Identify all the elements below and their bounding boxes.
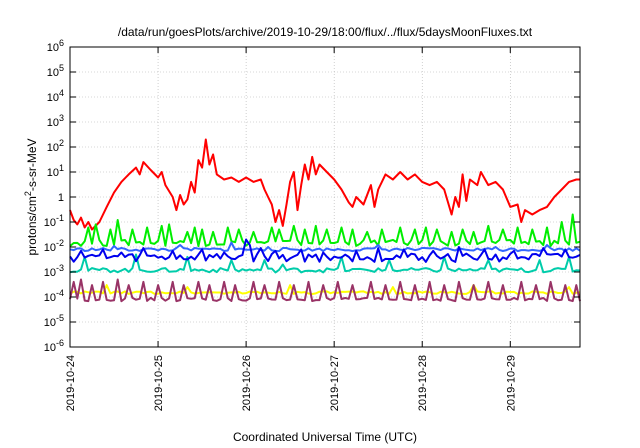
- y-tick-label: 101: [47, 163, 64, 179]
- y-tick-label: 106: [47, 38, 64, 54]
- data-series: [69, 138, 581, 303]
- y-tick-label: 10-5: [44, 313, 64, 329]
- x-tick-label: 2019-10-24: [65, 355, 77, 411]
- y-tick-label-exponent: 1: [59, 163, 64, 173]
- y-axis-label-rest: -s-sr-MeV: [25, 138, 39, 191]
- series-line-3: [69, 241, 581, 253]
- y-tick-label-exponent: 4: [59, 88, 64, 98]
- x-tick-label: 2019-10-25: [153, 355, 165, 411]
- y-tick-label-base: 10: [44, 217, 56, 229]
- series-line-1: [69, 138, 580, 231]
- x-tick-label: 2019-10-28: [417, 355, 429, 411]
- series-line-2: [69, 213, 581, 248]
- y-tick-label: 103: [47, 113, 64, 129]
- y-tick-label: 105: [47, 63, 64, 79]
- y-tick-label: 10-1: [44, 213, 64, 229]
- chart-title: /data/run/goesPlots/archive/2019-10-29/1…: [118, 25, 533, 39]
- y-tick-label-base: 10: [44, 267, 56, 279]
- y-tick-label-base: 10: [47, 42, 59, 54]
- y-tick-label-exponent: -4: [56, 288, 64, 298]
- y-tick-label-base: 10: [44, 242, 56, 254]
- y-tick-label-base: 10: [47, 92, 59, 104]
- x-axis-label: Coordinated Universal Time (UTC): [233, 430, 417, 444]
- y-tick-label-exponent: 5: [59, 63, 64, 73]
- y-tick-label: 10-2: [44, 238, 64, 254]
- y-axis-label-exponent: 2: [23, 191, 33, 196]
- y-tick-label-exponent: -3: [56, 263, 64, 273]
- x-tick-label: 2019-10-26: [241, 355, 253, 411]
- series-line-4: [69, 253, 581, 274]
- y-tick-label-base: 10: [47, 142, 59, 154]
- y-axis-ticks: 10-610-510-410-310-210-11101102103104105…: [44, 38, 580, 354]
- x-tick-label: 2019-10-29: [505, 355, 517, 411]
- y-tick-label-exponent: 2: [59, 138, 64, 148]
- y-tick-label: 102: [47, 138, 64, 154]
- y-axis-label-base: protons/cm: [25, 196, 39, 255]
- y-tick-label-exponent: -1: [56, 213, 64, 223]
- y-axis-label: protons/cm2-s-sr-MeV: [23, 138, 39, 255]
- series-line-5: [69, 238, 581, 263]
- y-tick-label-exponent: 3: [59, 113, 64, 123]
- y-tick-label-base: 10: [47, 117, 59, 129]
- y-tick-label: 10-3: [44, 263, 64, 279]
- y-tick-label-base: 10: [44, 317, 56, 329]
- y-tick-label: 10-6: [44, 338, 64, 354]
- y-tick-label-exponent: -5: [56, 313, 64, 323]
- y-tick-label: 1: [58, 192, 64, 204]
- y-tick-label-exponent: -2: [56, 238, 64, 248]
- series-line-7: [69, 278, 581, 303]
- grid-lines: [69, 46, 580, 348]
- x-tick-label: 2019-10-27: [329, 355, 341, 411]
- y-tick-label-base: 10: [44, 342, 56, 354]
- y-tick-label-exponent: 6: [59, 38, 64, 48]
- x-axis-ticks: 2019-10-24 2019-10-25 2019-10-26 2019-10-27…: [65, 47, 517, 411]
- y-tick-label: 104: [47, 88, 64, 104]
- y-tick-label-base: 10: [47, 67, 59, 79]
- y-tick-label-base: 10: [44, 292, 56, 304]
- y-tick-label-exponent: -6: [56, 338, 64, 348]
- y-tick-label: 10-4: [44, 288, 64, 304]
- y-tick-label-base: 10: [47, 167, 59, 179]
